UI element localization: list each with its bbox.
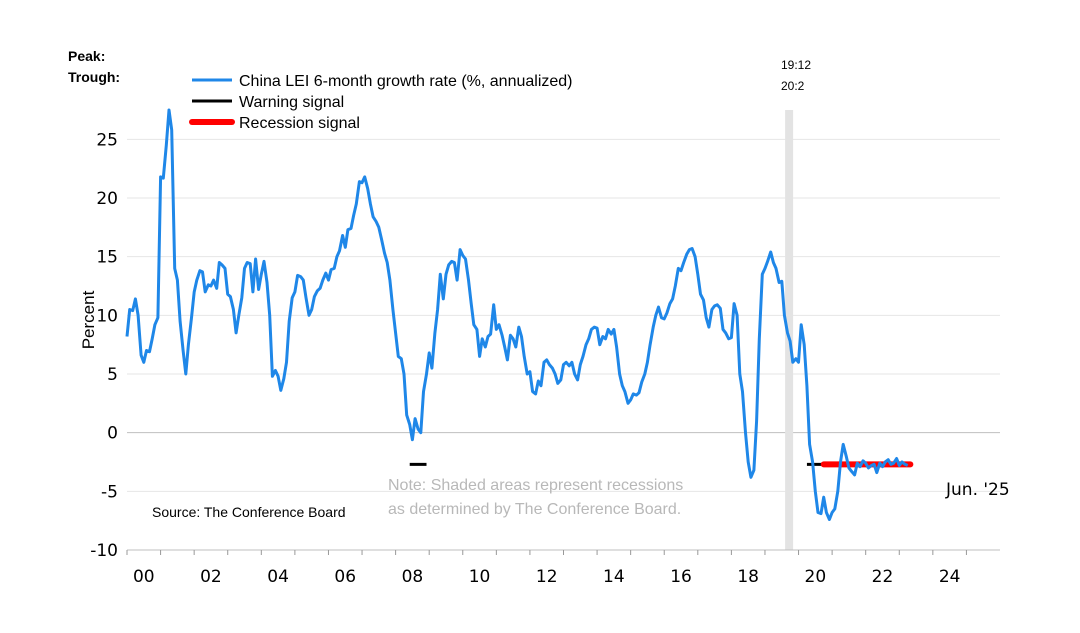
trough-label: Trough: (68, 69, 120, 85)
x-tick-label: 12 (536, 567, 558, 587)
note-line-2: as determined by The Conference Board. (388, 501, 681, 518)
x-tick-label: 20 (805, 567, 827, 587)
x-tick-label: 00 (133, 567, 155, 587)
x-tick-label: 10 (469, 567, 491, 587)
note-line-1: Note: Shaded areas represent recessions (388, 477, 683, 494)
recession-peak-date: 19:12 (781, 58, 811, 72)
x-tick-label: 16 (670, 567, 692, 587)
recession-band (785, 110, 794, 550)
end-date-label: Jun. '25 (945, 480, 1010, 500)
x-tick-label: 24 (939, 567, 961, 587)
y-tick-label: 5 (107, 365, 118, 385)
x-tick-label: 04 (267, 567, 289, 587)
recession-shading (785, 110, 794, 550)
y-axis-ticks: 25 20 15 10 5 0 -5 -10 (90, 130, 118, 561)
source-label: Source: The Conference Board (152, 504, 346, 520)
series-lines (125, 108, 909, 521)
peak-label: Peak: (68, 48, 105, 64)
recession-trough-date: 20:2 (781, 79, 805, 93)
y-tick-label: 0 (107, 424, 118, 444)
y-tick-label: 10 (96, 306, 118, 326)
x-axis: 00 02 04 06 08 10 12 14 16 18 20 22 24 (126, 549, 1000, 587)
series-line-lei (125, 108, 909, 521)
legend-label-recession: Recession signal (239, 115, 360, 132)
x-tick-label: 06 (334, 567, 356, 587)
legend-label-lei: China LEI 6-month growth rate (%, annual… (239, 73, 573, 90)
legend-label-warning: Warning signal (239, 94, 344, 111)
x-tick-label: 02 (200, 567, 222, 587)
x-tick-label: 14 (603, 567, 625, 587)
y-axis-label: Percent (79, 290, 98, 349)
x-tick-label: 08 (402, 567, 424, 587)
y-tick-label: 20 (96, 189, 118, 209)
x-tick-label: 18 (737, 567, 759, 587)
y-tick-label: -10 (90, 541, 118, 561)
y-tick-label: 15 (96, 248, 118, 268)
legend: China LEI 6-month growth rate (%, annual… (189, 73, 573, 132)
y-tick-label: 25 (96, 130, 118, 150)
y-tick-label: -5 (101, 482, 118, 502)
x-tick-label: 22 (872, 567, 894, 587)
